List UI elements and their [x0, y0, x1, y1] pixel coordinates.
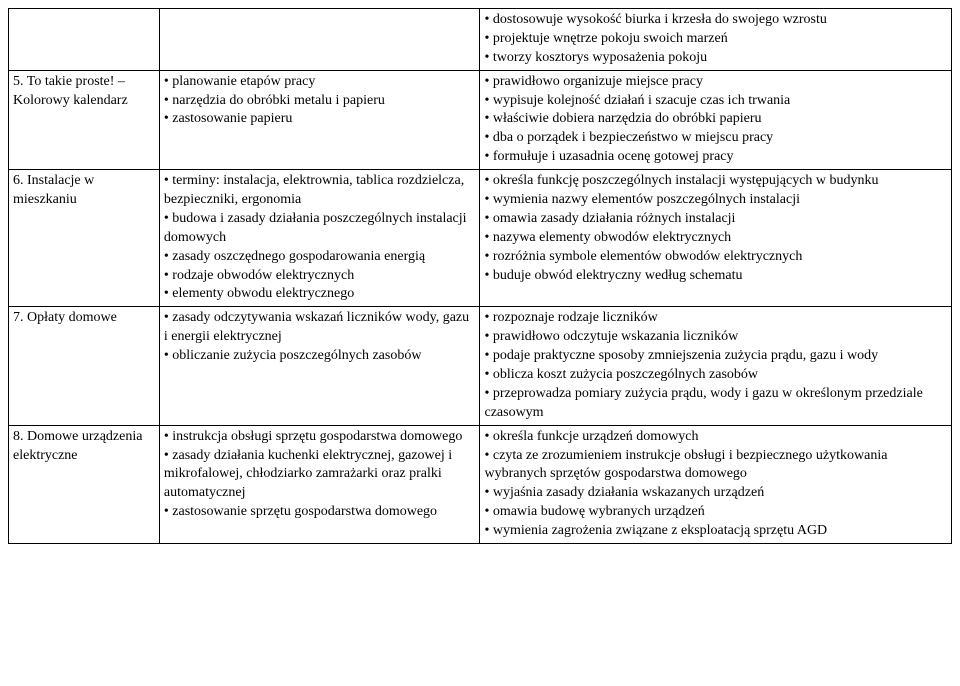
content-cell: [159, 9, 480, 71]
content-cell: • instrukcja obsługi sprzętu gospodarstw…: [159, 425, 480, 543]
row-6: 6. Instalacje w mieszkaniu• terminy: ins…: [9, 170, 952, 307]
bullet-line: • dostosowuje wysokość biurka i krzesła …: [484, 11, 947, 30]
bullet-line: • zastosowanie papieru: [164, 110, 476, 129]
row-header-top: • dostosowuje wysokość biurka i krzesła …: [9, 9, 952, 71]
outcomes-cell: • rozpoznaje rodzaje liczników• prawidło…: [480, 307, 952, 425]
bullet-line: • projektuje wnętrze pokoju swoich marze…: [484, 30, 947, 49]
outcomes-cell: • prawidłowo organizuje miejsce pracy• w…: [480, 70, 952, 169]
row-8: 8. Domowe urządzenia elektryczne • instru…: [9, 425, 952, 543]
bullet-line: • instrukcja obsługi sprzętu gospodarstw…: [164, 428, 476, 447]
bullet-line: • wyjaśnia zasady działania wskazanych u…: [484, 484, 947, 503]
bullet-line: 8. Domowe urządzenia elektryczne: [13, 428, 155, 466]
bullet-line: 6. Instalacje w mieszkaniu: [13, 172, 155, 210]
bullet-line: • rozróżnia symbole elementów obwodów el…: [484, 248, 947, 267]
content-cell: • zasady odczytywania wskazań liczników …: [159, 307, 480, 425]
bullet-line: • elementy obwodu elektrycznego: [164, 285, 476, 304]
bullet-line: • wypisuje kolejność działań i szacuje c…: [484, 92, 947, 111]
row-5: 5. To takie proste! – Kolorowy kalendarz…: [9, 70, 952, 169]
bullet-line: • rodzaje obwodów elektrycznych: [164, 267, 476, 286]
bullet-line: • podaje praktyczne sposoby zmniejszenia…: [484, 347, 947, 366]
topic-cell: 6. Instalacje w mieszkaniu: [9, 170, 160, 307]
bullet-line: • prawidłowo odczytuje wskazania licznik…: [484, 328, 947, 347]
bullet-line: • określa funkcje urządzeń domowych: [484, 428, 947, 447]
bullet-line: • prawidłowo organizuje miejsce pracy: [484, 73, 947, 92]
bullet-line: • narzędzia do obróbki metalu i papieru: [164, 92, 476, 111]
bullet-line: • budowa i zasady działania poszczególny…: [164, 210, 476, 248]
bullet-line: • dba o porządek i bezpieczeństwo w miej…: [484, 129, 947, 148]
outcomes-cell: • określa funkcję poszczególnych instala…: [480, 170, 952, 307]
bullet-line: • wymienia nazwy elementów poszczególnyc…: [484, 191, 947, 210]
row-7: 7. Opłaty domowe • zasady odczytywania ws…: [9, 307, 952, 425]
topic-cell: [9, 9, 160, 71]
bullet-line: • obliczanie zużycia poszczególnych zaso…: [164, 347, 476, 366]
bullet-line: 5. To takie proste! – Kolorowy kalendarz: [13, 73, 155, 111]
bullet-line: • formułuje i uzasadnia ocenę gotowej pr…: [484, 148, 947, 167]
topic-cell: 5. To takie proste! – Kolorowy kalendarz: [9, 70, 160, 169]
bullet-line: • zasady działania kuchenki elektrycznej…: [164, 447, 476, 504]
topic-cell: 8. Domowe urządzenia elektryczne: [9, 425, 160, 543]
bullet-line: • przeprowadza pomiary zużycia prądu, wo…: [484, 385, 947, 423]
bullet-line: • określa funkcję poszczególnych instala…: [484, 172, 947, 191]
bullet-line: • buduje obwód elektryczny według schema…: [484, 267, 947, 286]
bullet-line: • tworzy kosztorys wyposażenia pokoju: [484, 49, 947, 68]
bullet-line: • właściwie dobiera narzędzia do obróbki…: [484, 110, 947, 129]
outcomes-cell: • dostosowuje wysokość biurka i krzesła …: [480, 9, 952, 71]
bullet-line: • terminy: instalacja, elektrownia, tabl…: [164, 172, 476, 210]
content-cell: • terminy: instalacja, elektrownia, tabl…: [159, 170, 480, 307]
bullet-line: • rozpoznaje rodzaje liczników: [484, 309, 947, 328]
topic-cell: 7. Opłaty domowe: [9, 307, 160, 425]
curriculum-table: • dostosowuje wysokość biurka i krzesła …: [8, 8, 952, 544]
bullet-line: • nazywa elementy obwodów elektrycznych: [484, 229, 947, 248]
bullet-line: • wymienia zagrożenia związane z eksploa…: [484, 522, 947, 541]
bullet-line: 7. Opłaty domowe: [13, 309, 155, 328]
bullet-line: • omawia zasady działania różnych instal…: [484, 210, 947, 229]
bullet-line: • planowanie etapów pracy: [164, 73, 476, 92]
bullet-line: • zastosowanie sprzętu gospodarstwa domo…: [164, 503, 476, 522]
bullet-line: • czyta ze zrozumieniem instrukcje obsłu…: [484, 447, 947, 485]
bullet-line: • oblicza koszt zużycia poszczególnych z…: [484, 366, 947, 385]
bullet-line: • zasady oszczędnego gospodarowania ener…: [164, 248, 476, 267]
bullet-line: • zasady odczytywania wskazań liczników …: [164, 309, 476, 347]
bullet-line: • omawia budowę wybranych urządzeń: [484, 503, 947, 522]
outcomes-cell: • określa funkcje urządzeń domowych• czy…: [480, 425, 952, 543]
content-cell: • planowanie etapów pracy• narzędzia do …: [159, 70, 480, 169]
